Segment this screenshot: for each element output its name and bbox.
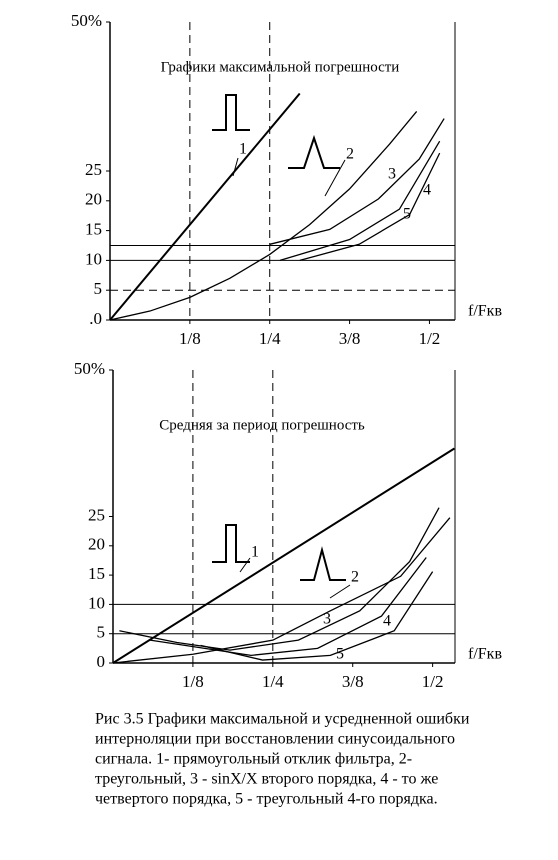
curve [109, 110, 418, 321]
caption-line: треугольный, 3 - sinX/X второго порядка,… [95, 771, 438, 788]
curve-label: 3 [323, 611, 331, 628]
caption-line: четвертого порядка, 5 - треугольный 4-го… [95, 791, 438, 808]
curve [112, 447, 455, 664]
chart-title: Графики максимальной погрешности [161, 59, 400, 75]
curve [119, 507, 440, 651]
curve-label: 1 [251, 544, 259, 561]
chart-title: Средняя за период погрешность [159, 417, 365, 433]
arrow [324, 159, 346, 197]
curve [269, 118, 445, 245]
curve-label: 5 [336, 646, 344, 663]
curve [200, 571, 434, 661]
y-tick-label: 50% [71, 11, 102, 30]
curve-label: 3 [388, 166, 396, 183]
arrow [239, 557, 251, 573]
triangle-pulse-icon [300, 546, 346, 581]
curve-label: 4 [383, 613, 391, 630]
y-tick-label: 0 [97, 652, 106, 671]
curve-label: 5 [403, 206, 411, 223]
triangle-pulse-icon [288, 134, 340, 169]
curve-label: 2 [346, 146, 354, 163]
curve [279, 140, 441, 262]
curve [112, 517, 451, 664]
curve-label: 2 [351, 569, 359, 586]
curve-label: 4 [423, 182, 431, 199]
y-tick-label: .0 [89, 309, 102, 328]
x-tick-label: 1/2 [419, 329, 441, 348]
x-tick-label: 3/8 [339, 329, 361, 348]
rect-pulse-icon [212, 94, 250, 131]
icons [212, 94, 351, 599]
y-tick-label: 20 [85, 190, 102, 209]
x-tick-label: 1/8 [179, 329, 201, 348]
caption-line: сигнала. 1- прямоугольный отклик фильтра… [95, 751, 412, 768]
y-tick-label: 5 [97, 623, 106, 642]
caption-line: Рис 3.5 Графики максимальной и усредненн… [95, 711, 470, 728]
y-tick-label: 20 [88, 535, 105, 554]
rect-pulse-icon [212, 524, 250, 563]
curve [149, 557, 427, 657]
y-tick-label: 15 [88, 564, 105, 583]
caption-line: интерноляции при восстановлении синусоид… [95, 731, 455, 748]
y-tick-label: 25 [85, 160, 102, 179]
y-tick-label: 5 [94, 279, 103, 298]
y-tick-label: 25 [88, 505, 105, 524]
x-tick-label: 1/2 [422, 672, 444, 691]
arrow [329, 584, 351, 599]
curve [299, 152, 441, 262]
curve-label: 1 [239, 141, 247, 158]
x-tick-label: 1/4 [262, 672, 284, 691]
y-tick-label: 10 [88, 593, 105, 612]
x-axis-label: f/Fкв [468, 646, 502, 663]
x-tick-label: 1/8 [182, 672, 204, 691]
y-tick-label: 50% [74, 359, 105, 378]
y-tick-label: 15 [85, 220, 102, 239]
y-tick-label: 10 [85, 249, 102, 268]
x-axis-label: f/Fкв [468, 303, 502, 320]
x-tick-label: 1/4 [259, 329, 281, 348]
curve [109, 92, 301, 321]
x-tick-label: 3/8 [342, 672, 364, 691]
